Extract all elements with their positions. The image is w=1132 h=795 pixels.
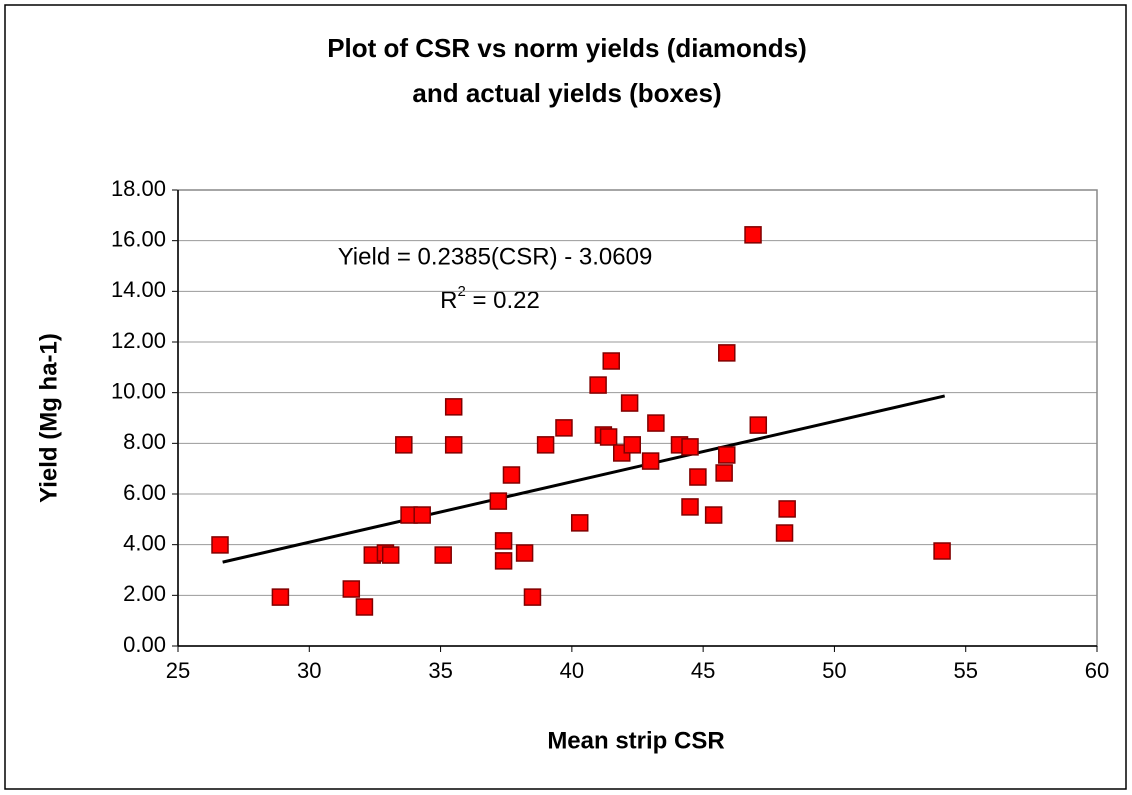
x-axis-title: Mean strip CSR (547, 727, 724, 754)
marker (444, 398, 463, 416)
marker (523, 588, 542, 606)
x-tick-label: 45 (691, 658, 715, 683)
marker (641, 452, 660, 470)
marker (211, 536, 229, 554)
marker (775, 524, 794, 542)
x-tick-label: 35 (428, 658, 452, 683)
marker (555, 419, 573, 437)
marker (715, 464, 733, 482)
x-tick-label: 55 (953, 658, 977, 683)
x-tick-label: 25 (166, 658, 190, 683)
marker (778, 500, 796, 518)
y-tick-label: 6.00 (123, 480, 166, 505)
chart-title: and actual yields (boxes) (412, 78, 721, 108)
x-tick-label: 60 (1085, 658, 1109, 683)
marker (599, 428, 618, 446)
marker (444, 436, 463, 454)
marker (381, 546, 400, 564)
trend-equation: Yield = 0.2385(CSR) - 3.0609 (338, 243, 653, 270)
y-tick-label: 4.00 (123, 530, 166, 555)
marker (494, 532, 513, 550)
marker (602, 352, 620, 370)
marker (704, 506, 723, 524)
r2-rest: = 0.22 (466, 287, 540, 314)
marker (744, 226, 762, 244)
y-tick-label: 2.00 (123, 581, 166, 606)
marker (933, 542, 951, 560)
marker (620, 394, 639, 412)
marker (355, 598, 374, 616)
marker (570, 514, 589, 532)
x-tick-label: 30 (297, 658, 321, 683)
marker (271, 588, 290, 606)
y-tick-label: 8.00 (123, 429, 166, 454)
marker (681, 438, 699, 456)
marker (718, 446, 736, 464)
r-squared: R2 = 0.22 (440, 283, 540, 314)
y-tick-label: 18.00 (111, 176, 166, 201)
r2-base: R (440, 287, 457, 314)
marker (515, 544, 534, 562)
marker (494, 552, 513, 570)
marker (489, 492, 508, 510)
marker (536, 436, 555, 454)
marker (718, 344, 736, 362)
marker (502, 466, 521, 484)
marker (342, 580, 361, 598)
y-tick-label: 12.00 (111, 328, 166, 353)
y-tick-label: 10.00 (111, 378, 166, 403)
marker (681, 498, 699, 516)
y-axis-title: Yield (Mg ha-1) (35, 333, 62, 503)
x-tick-label: 50 (822, 658, 846, 683)
marker (647, 414, 665, 432)
y-tick-label: 16.00 (111, 226, 166, 251)
marker (413, 506, 431, 524)
y-tick-label: 0.00 (123, 632, 166, 657)
x-tick-label: 40 (560, 658, 584, 683)
marker (395, 436, 413, 454)
trendline (222, 394, 946, 564)
marker (589, 376, 607, 394)
marker (689, 468, 707, 486)
marker (434, 546, 452, 564)
chart-title: Plot of CSR vs norm yields (diamonds) (327, 33, 807, 63)
y-tick-label: 14.00 (111, 277, 166, 302)
marker (749, 416, 768, 434)
marker (623, 436, 641, 454)
